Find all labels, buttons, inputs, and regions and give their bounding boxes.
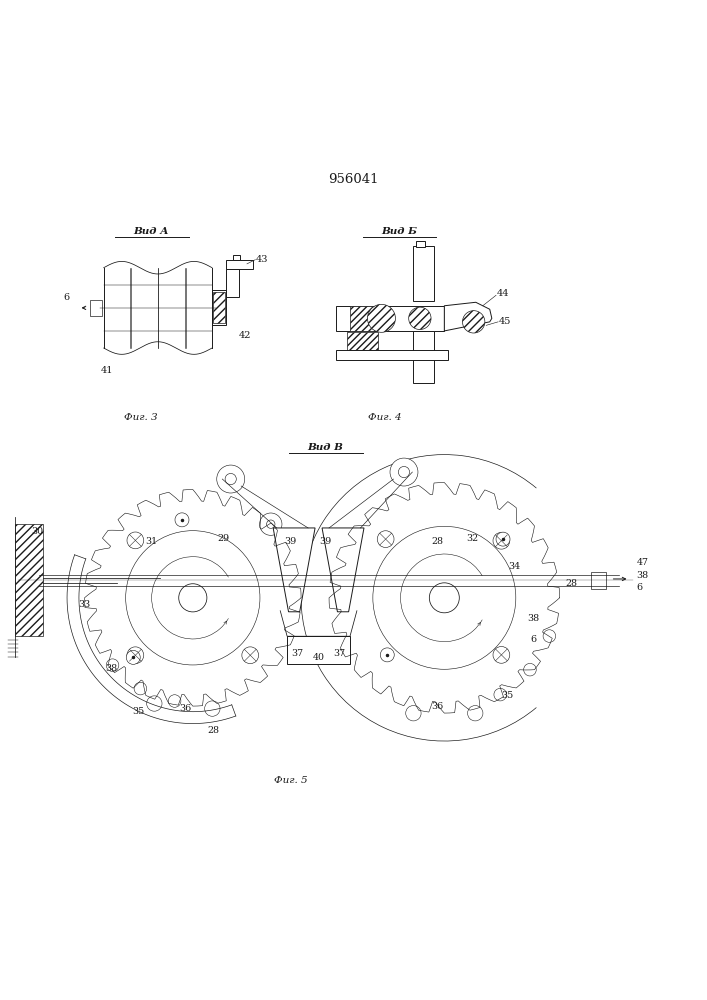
Text: 37: 37 — [334, 649, 346, 658]
Polygon shape — [15, 524, 42, 636]
Circle shape — [493, 532, 510, 549]
Circle shape — [217, 465, 245, 493]
Circle shape — [204, 701, 220, 716]
Circle shape — [225, 473, 236, 485]
Text: 47: 47 — [636, 558, 648, 567]
Text: Вид А: Вид А — [133, 227, 169, 236]
Circle shape — [493, 646, 510, 663]
Text: 36: 36 — [180, 704, 192, 713]
Text: 6: 6 — [636, 583, 643, 592]
Text: 38: 38 — [527, 614, 539, 623]
Circle shape — [494, 688, 506, 701]
Text: 6: 6 — [64, 293, 70, 302]
Text: Вид В: Вид В — [308, 443, 344, 452]
Circle shape — [127, 647, 144, 664]
Text: Фиг. 4: Фиг. 4 — [368, 413, 402, 422]
Bar — [90, 300, 103, 316]
Polygon shape — [346, 332, 378, 359]
Circle shape — [462, 311, 485, 333]
Text: Фиг. 3: Фиг. 3 — [124, 413, 157, 422]
Text: 28: 28 — [566, 579, 578, 588]
Text: 39: 39 — [284, 537, 297, 546]
Text: 45: 45 — [499, 317, 511, 326]
Text: 33: 33 — [78, 600, 90, 609]
Text: 30: 30 — [32, 527, 44, 536]
Text: 36: 36 — [431, 702, 443, 711]
Polygon shape — [444, 302, 492, 331]
Circle shape — [168, 695, 181, 707]
Circle shape — [267, 520, 275, 528]
Bar — [416, 241, 426, 247]
Text: 38: 38 — [636, 571, 648, 580]
Text: 31: 31 — [145, 537, 157, 546]
Circle shape — [127, 650, 140, 664]
Polygon shape — [273, 528, 315, 612]
Bar — [226, 260, 252, 269]
Bar — [413, 331, 434, 383]
Text: 42: 42 — [238, 331, 251, 340]
Circle shape — [146, 696, 162, 711]
Circle shape — [368, 304, 395, 332]
Text: Фиг. 5: Фиг. 5 — [274, 776, 308, 785]
Text: 956041: 956041 — [328, 173, 379, 186]
Bar — [233, 255, 240, 260]
Text: 44: 44 — [497, 289, 509, 298]
Circle shape — [175, 513, 189, 527]
Circle shape — [259, 513, 282, 535]
Text: 38: 38 — [105, 664, 117, 673]
Circle shape — [106, 659, 119, 671]
Circle shape — [134, 682, 146, 695]
Circle shape — [543, 630, 556, 642]
Bar — [212, 290, 226, 325]
Circle shape — [378, 531, 394, 548]
Polygon shape — [322, 528, 364, 612]
Polygon shape — [214, 292, 225, 323]
Bar — [336, 350, 448, 360]
Circle shape — [406, 706, 421, 721]
Bar — [591, 572, 607, 589]
Bar — [336, 306, 444, 331]
Circle shape — [398, 466, 409, 478]
Polygon shape — [350, 306, 375, 331]
Text: 35: 35 — [501, 691, 514, 700]
Circle shape — [242, 647, 259, 664]
Text: 28: 28 — [208, 726, 220, 735]
Circle shape — [524, 663, 536, 676]
Text: Вид Б: Вид Б — [381, 227, 417, 236]
Text: 28: 28 — [431, 537, 443, 546]
Circle shape — [467, 706, 483, 721]
Circle shape — [390, 458, 418, 486]
Text: 40: 40 — [312, 653, 325, 662]
Text: 41: 41 — [101, 366, 113, 375]
Text: 43: 43 — [255, 255, 268, 264]
Text: 34: 34 — [508, 562, 520, 571]
Circle shape — [496, 532, 510, 546]
Circle shape — [380, 648, 395, 662]
Text: 37: 37 — [291, 649, 304, 658]
Text: 35: 35 — [132, 707, 145, 716]
Text: 29: 29 — [218, 534, 230, 543]
Text: 39: 39 — [320, 537, 332, 546]
Bar — [287, 636, 350, 664]
Bar — [226, 269, 238, 297]
Bar — [413, 246, 434, 301]
Circle shape — [127, 532, 144, 549]
Text: 6: 6 — [531, 635, 537, 644]
Text: 32: 32 — [466, 534, 479, 543]
Circle shape — [409, 307, 431, 330]
